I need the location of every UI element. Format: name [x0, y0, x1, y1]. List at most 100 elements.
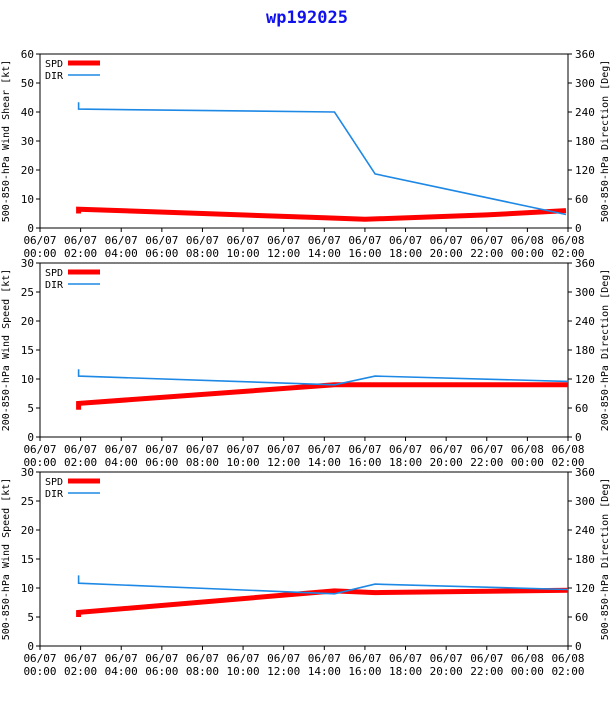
x-tick-label-time: 20:00 — [430, 247, 463, 260]
x-tick-label-date: 06/07 — [308, 652, 341, 665]
chart-panel-2: 05101520253006012018024030036006/0700:00… — [1, 257, 611, 469]
x-tick-label-time: 12:00 — [267, 665, 300, 678]
y-tick-label-right: 120 — [575, 164, 595, 177]
y-tick-label-right: 180 — [575, 135, 595, 148]
x-tick-label-date: 06/07 — [470, 234, 503, 247]
y-tick-label-right: 360 — [575, 466, 595, 479]
y-axis-label-right: 500-850-hPa Direction [Deg] — [600, 478, 611, 641]
y-tick-label-left: 50 — [21, 77, 34, 90]
y-tick-label-left: 30 — [21, 135, 34, 148]
x-tick-label-date: 06/08 — [511, 234, 544, 247]
y-tick-label-right: 0 — [575, 222, 582, 235]
x-tick-label-time: 02:00 — [64, 665, 97, 678]
x-tick-label-time: 10:00 — [227, 665, 260, 678]
x-tick-label-time: 18:00 — [389, 247, 422, 260]
x-tick-label-time: 08:00 — [186, 665, 219, 678]
y-tick-label-right: 360 — [575, 257, 595, 270]
x-tick-label-date: 06/07 — [430, 443, 463, 456]
x-tick-label-date: 06/07 — [105, 234, 138, 247]
x-tick-label-date: 06/07 — [389, 652, 422, 665]
y-axis-label-right: 200-850-hPa Direction [Deg] — [600, 269, 611, 432]
y-tick-label-left: 20 — [21, 315, 34, 328]
x-tick-label-date: 06/07 — [186, 234, 219, 247]
x-tick-label-date: 06/07 — [64, 443, 97, 456]
page-title: wp192025 — [266, 8, 348, 28]
series-line-spd — [76, 587, 569, 617]
x-tick-label-time: 04:00 — [105, 456, 138, 469]
x-tick-label-time: 08:00 — [186, 247, 219, 260]
x-tick-label-date: 06/07 — [227, 443, 260, 456]
y-tick-label-right: 240 — [575, 106, 595, 119]
x-tick-label-time: 14:00 — [308, 247, 341, 260]
y-tick-label-left: 40 — [21, 106, 34, 119]
y-tick-label-left: 15 — [21, 553, 34, 566]
x-tick-label-date: 06/07 — [186, 652, 219, 665]
x-tick-label-date: 06/07 — [430, 652, 463, 665]
y-tick-label-left: 15 — [21, 344, 34, 357]
y-tick-label-left: 0 — [27, 431, 34, 444]
y-tick-label-right: 180 — [575, 344, 595, 357]
x-tick-label-time: 04:00 — [105, 247, 138, 260]
x-tick-label-date: 06/07 — [470, 443, 503, 456]
chart-panel-1: 010203040506006012018024030036006/0700:0… — [1, 48, 611, 260]
plot-frame — [39, 53, 569, 229]
x-tick-label-time: 18:00 — [389, 456, 422, 469]
x-tick-label-date: 06/08 — [511, 443, 544, 456]
x-tick-label-time: 22:00 — [470, 665, 503, 678]
x-tick-label-date: 06/07 — [145, 443, 178, 456]
y-tick-label-right: 180 — [575, 553, 595, 566]
y-tick-label-left: 10 — [21, 373, 34, 386]
x-tick-label-date: 06/07 — [227, 652, 260, 665]
legend-label-dir: DIR — [45, 489, 64, 500]
x-tick-label-date: 06/07 — [348, 652, 381, 665]
x-tick-label-time: 00:00 — [511, 247, 544, 260]
x-tick-label-time: 02:00 — [551, 456, 584, 469]
x-tick-label-time: 00:00 — [511, 665, 544, 678]
plot-frame — [39, 262, 569, 438]
y-tick-label-right: 60 — [575, 611, 588, 624]
x-tick-label-date: 06/07 — [64, 234, 97, 247]
x-tick-label-time: 06:00 — [145, 665, 178, 678]
y-tick-label-left: 5 — [27, 402, 34, 415]
x-tick-label-date: 06/07 — [348, 443, 381, 456]
series-line-dir — [77, 369, 569, 386]
x-tick-label-time: 16:00 — [348, 665, 381, 678]
y-tick-label-left: 5 — [27, 611, 34, 624]
y-axis-label-right: 500-850-hPa Direction [Deg] — [600, 60, 611, 223]
x-tick-label-date: 06/07 — [267, 443, 300, 456]
x-tick-label-date: 06/07 — [105, 652, 138, 665]
x-tick-label-date: 06/07 — [470, 652, 503, 665]
x-tick-label-time: 12:00 — [267, 247, 300, 260]
y-tick-label-right: 0 — [575, 640, 582, 653]
y-tick-label-right: 60 — [575, 402, 588, 415]
x-tick-label-time: 06:00 — [145, 247, 178, 260]
series-line-spd — [76, 206, 567, 222]
x-tick-label-date: 06/07 — [267, 652, 300, 665]
chart-panel-3: 05101520253006012018024030036006/0700:00… — [1, 466, 611, 678]
plot-frame — [39, 471, 569, 647]
x-tick-label-date: 06/07 — [23, 234, 56, 247]
x-tick-label-date: 06/07 — [308, 443, 341, 456]
x-tick-label-time: 20:00 — [430, 665, 463, 678]
x-tick-label-date: 06/08 — [551, 234, 584, 247]
x-tick-label-date: 06/07 — [348, 234, 381, 247]
x-tick-label-time: 08:00 — [186, 456, 219, 469]
x-tick-label-time: 22:00 — [470, 456, 503, 469]
y-tick-label-right: 300 — [575, 286, 595, 299]
series-line-dir — [77, 102, 567, 216]
x-tick-label-time: 14:00 — [308, 665, 341, 678]
x-tick-label-time: 16:00 — [348, 247, 381, 260]
x-tick-label-date: 06/07 — [23, 443, 56, 456]
legend-label-dir: DIR — [45, 280, 64, 291]
x-tick-label-time: 04:00 — [105, 665, 138, 678]
y-tick-label-left: 30 — [21, 257, 34, 270]
y-tick-label-left: 0 — [27, 640, 34, 653]
x-tick-label-time: 18:00 — [389, 665, 422, 678]
x-tick-label-time: 02:00 — [551, 247, 584, 260]
y-tick-label-right: 300 — [575, 495, 595, 508]
x-tick-label-date: 06/07 — [186, 443, 219, 456]
x-tick-label-date: 06/07 — [105, 443, 138, 456]
y-tick-label-left: 0 — [27, 222, 34, 235]
y-tick-label-left: 10 — [21, 582, 34, 595]
